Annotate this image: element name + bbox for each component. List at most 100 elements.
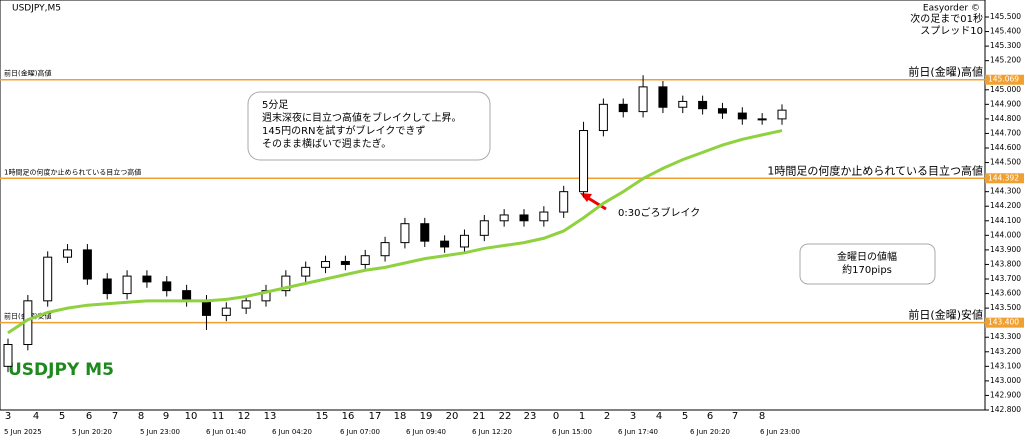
y-tick-label: 144.500 — [990, 158, 1021, 167]
arrow-head — [580, 193, 592, 202]
hour-label: 0 — [553, 411, 559, 422]
date-label: 6 Jun 20:20 — [690, 428, 730, 436]
level-right-label: 前日(金曜)安値 — [908, 308, 983, 322]
hour-label: 16 — [342, 411, 355, 422]
level-price: 144.392 — [988, 173, 1019, 182]
candle-body — [698, 100, 708, 110]
hour-label: 3 — [630, 411, 636, 422]
level-right-label: 前日(金曜)高値 — [908, 65, 983, 79]
level-left-label: 1時間足の何度か止められている目立つ高値 — [4, 167, 141, 176]
level-right-label: 1時間足の何度か止められている目立つ高値 — [767, 163, 983, 177]
candle-body — [717, 108, 727, 114]
date-label: 6 Jun 12:20 — [472, 428, 512, 436]
hour-label: 3 — [5, 411, 11, 422]
candle-body — [43, 256, 53, 302]
y-tick-label: 144.300 — [990, 187, 1021, 196]
candle-body — [340, 261, 350, 265]
candle-body — [360, 255, 370, 265]
hour-label: 11 — [212, 411, 225, 422]
candle-body — [63, 249, 73, 258]
y-tick-label: 145.200 — [990, 56, 1021, 65]
hour-label: 7 — [112, 411, 118, 422]
range-box — [799, 243, 936, 285]
y-tick-label: 143.600 — [990, 289, 1021, 298]
hour-label: 13 — [264, 411, 277, 422]
y-tick-label: 145.000 — [990, 85, 1021, 94]
candle-body — [479, 220, 489, 236]
candle-body — [678, 100, 688, 108]
candle-body — [658, 86, 668, 108]
y-tick-label: 143.700 — [990, 274, 1021, 283]
plot-area — [0, 0, 986, 411]
candle-body — [281, 275, 291, 292]
level-price-box — [985, 317, 1024, 328]
level-left-label: 前日(金曜)高値 — [4, 69, 51, 78]
moving-average — [7, 129, 783, 335]
candle-body — [499, 214, 509, 222]
note-box — [247, 91, 491, 161]
y-tick-label: 145.400 — [990, 27, 1021, 36]
candle-body — [301, 266, 311, 277]
candle-body — [757, 118, 767, 121]
hour-label: 15 — [316, 411, 329, 422]
hour-label: 23 — [524, 411, 537, 422]
hour-label: 7 — [732, 411, 738, 422]
candle-body — [559, 191, 569, 213]
candle-body — [221, 307, 231, 316]
hour-label: 5 — [682, 411, 688, 422]
candle-body — [539, 211, 549, 222]
countdown: 次の足まで01秒 — [910, 12, 983, 25]
note-line: 週末深夜に目立つ高値をブレイクして上昇。 — [262, 111, 462, 124]
hour-label: 2 — [604, 411, 610, 422]
hour-label: 9 — [163, 411, 169, 422]
level-price-box — [985, 74, 1024, 85]
level-price-box — [985, 173, 1024, 184]
candle-body — [321, 261, 331, 268]
candle-body — [380, 242, 390, 257]
note-line: そのまま横ばいで週またぎ。 — [262, 137, 391, 150]
y-tick-label: 144.000 — [990, 230, 1021, 239]
candle-body — [519, 214, 529, 222]
date-label: 5 Jun 20:20 — [72, 428, 112, 436]
candle-body — [201, 300, 211, 316]
symbol: USDJPY,M5 — [12, 4, 61, 14]
candle-body — [82, 249, 92, 280]
hour-label: 17 — [369, 411, 382, 422]
candle-body — [598, 103, 608, 132]
y-tick-label: 142.900 — [990, 390, 1021, 399]
candle-body — [241, 300, 251, 309]
candle-body — [638, 86, 648, 113]
hour-label: 12 — [238, 411, 251, 422]
arrow — [587, 196, 607, 211]
level-price: 143.400 — [988, 318, 1019, 327]
date-label: 6 Jun 09:40 — [406, 428, 446, 436]
hour-label: 19 — [420, 411, 433, 422]
y-tick-label: 143.900 — [990, 245, 1021, 254]
candle-body — [122, 275, 132, 295]
y-tick-label: 145.300 — [990, 41, 1021, 50]
hour-label: 20 — [446, 411, 459, 422]
y-tick-label: 144.700 — [990, 128, 1021, 137]
date-label: 6 Jun 07:00 — [340, 428, 380, 436]
date-label: 6 Jun 17:40 — [618, 428, 658, 436]
tool: Easyorder © — [923, 4, 980, 14]
y-tick-label: 143.800 — [990, 259, 1021, 268]
hour-label: 4 — [656, 411, 662, 422]
break-note: 0:30ごろブレイク — [618, 206, 700, 219]
y-tick-label: 144.100 — [990, 216, 1021, 225]
watermark: USDJPY M5 — [8, 360, 114, 380]
note-line: 145円のRNを試すがブレイクできず — [262, 124, 425, 137]
date-label: 5 Jun 2025 — [4, 428, 42, 436]
hour-label: 5 — [59, 411, 65, 422]
y-tick-label: 142.800 — [990, 405, 1021, 414]
candle-body — [579, 130, 589, 193]
candle-body — [182, 290, 192, 302]
hour-label: 8 — [759, 411, 765, 422]
y-tick-label: 143.100 — [990, 361, 1021, 370]
y-tick-label: 143.000 — [990, 376, 1021, 385]
hour-label: 4 — [33, 411, 39, 422]
candle-body — [102, 278, 112, 295]
candle-body — [420, 223, 430, 242]
level-price: 145.069 — [988, 75, 1019, 84]
